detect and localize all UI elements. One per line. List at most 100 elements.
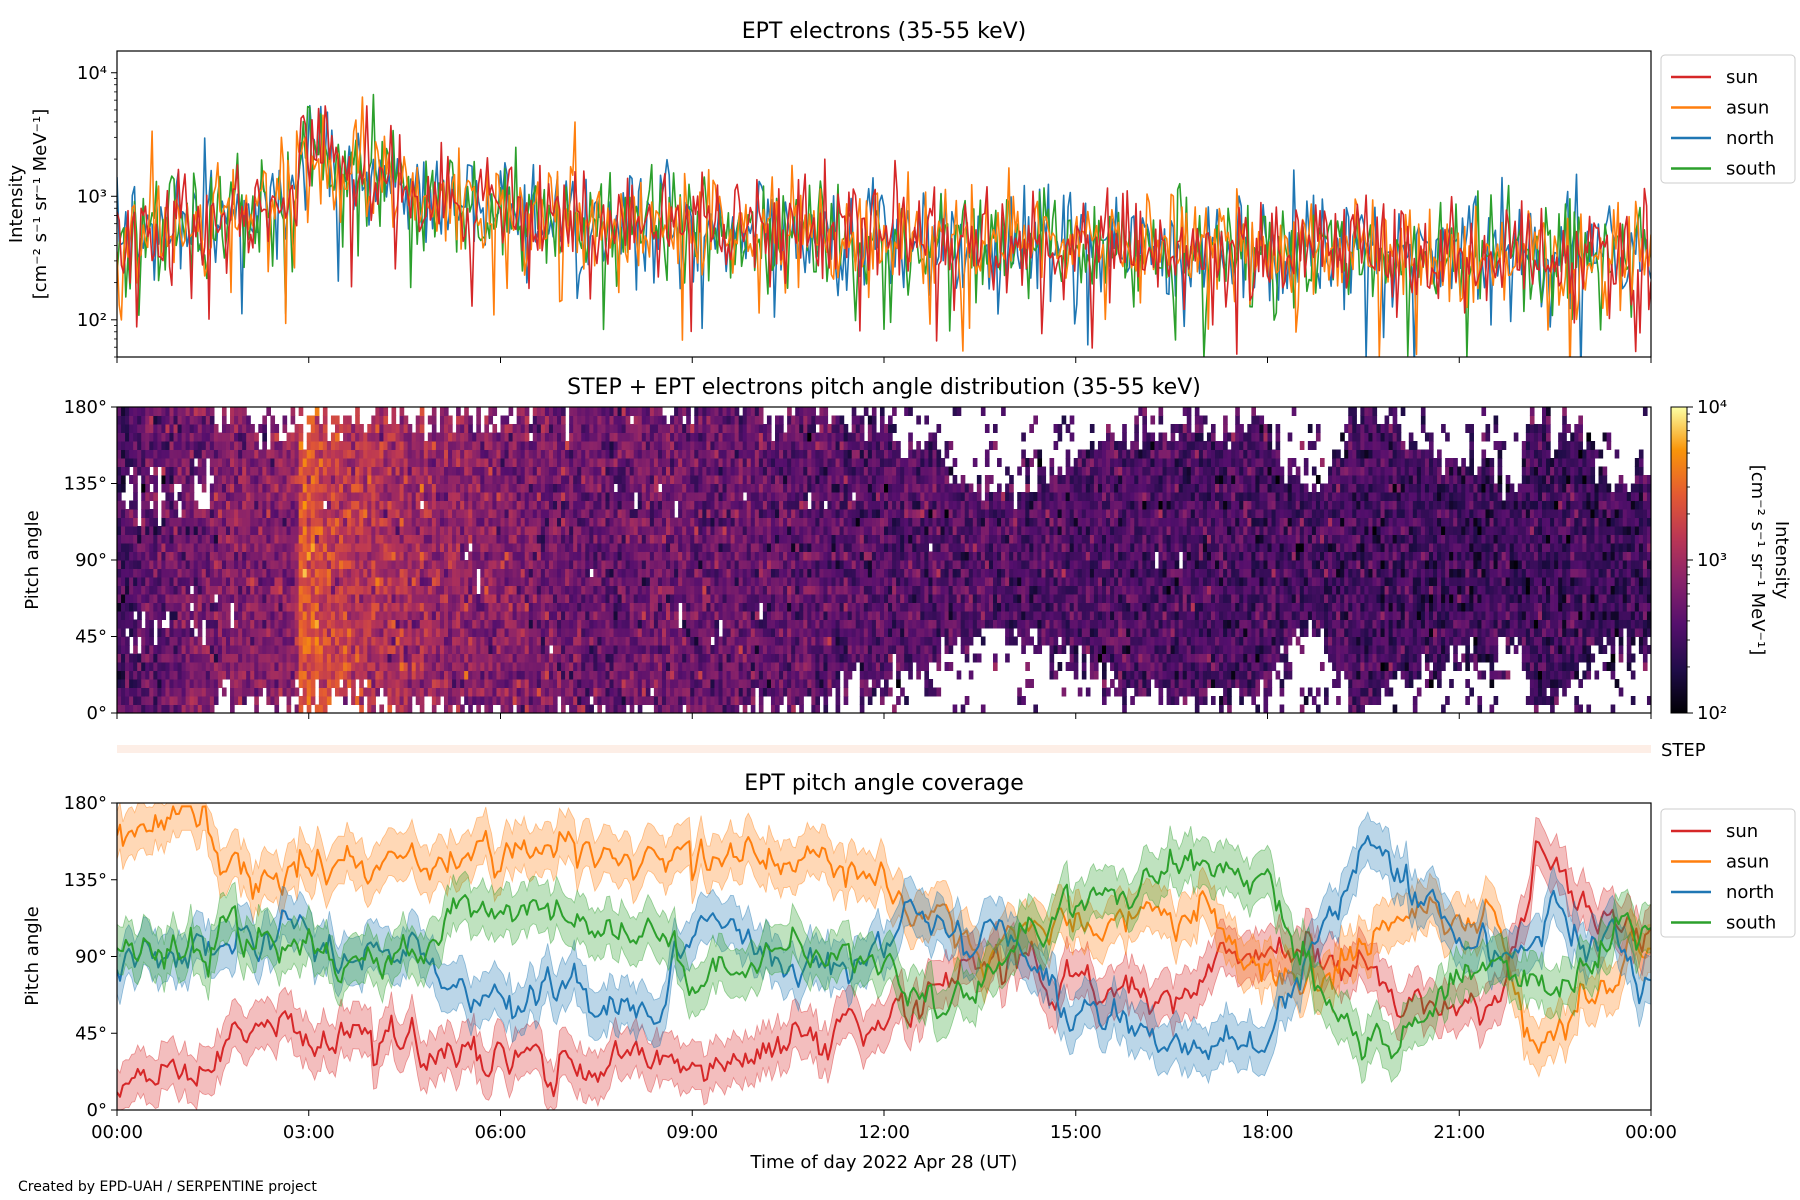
heatmap-cell bbox=[282, 662, 288, 671]
heatmap-cell bbox=[334, 492, 340, 501]
heatmap-cell bbox=[661, 602, 667, 612]
heatmap-cell bbox=[460, 594, 465, 603]
heatmap-cell bbox=[141, 526, 146, 535]
heatmap-cell bbox=[448, 704, 453, 713]
heatmap-cell bbox=[254, 577, 259, 586]
heatmap-cell bbox=[209, 534, 215, 544]
heatmap-cell bbox=[161, 662, 167, 671]
heatmap-cell bbox=[322, 636, 328, 646]
heatmap-cell bbox=[407, 611, 413, 620]
heatmap-cell bbox=[375, 509, 380, 518]
heatmap-cell bbox=[625, 424, 631, 433]
heatmap-cell bbox=[544, 670, 550, 680]
heatmap-cell bbox=[193, 466, 199, 476]
heatmap-cell bbox=[274, 424, 280, 433]
heatmap-cell bbox=[383, 543, 389, 552]
heatmap-cell bbox=[213, 611, 219, 620]
heatmap-cell bbox=[157, 611, 163, 620]
heatmap-cell bbox=[125, 679, 130, 688]
heatmap-cell bbox=[435, 492, 441, 501]
heatmap-cell bbox=[209, 611, 215, 620]
heatmap-cell bbox=[678, 543, 683, 552]
heatmap-cell bbox=[266, 670, 271, 680]
heatmap-cell bbox=[278, 441, 284, 450]
heatmap-cell bbox=[334, 551, 340, 561]
heatmap-cell bbox=[225, 500, 231, 510]
heatmap-cell bbox=[427, 645, 433, 654]
heatmap-cell bbox=[318, 517, 324, 527]
heatmap-cell bbox=[565, 696, 570, 705]
heatmap-cell bbox=[649, 551, 655, 561]
heatmap-cell bbox=[653, 687, 659, 697]
heatmap-cell bbox=[512, 670, 518, 680]
heatmap-cell bbox=[419, 611, 425, 620]
heatmap-cell bbox=[548, 628, 554, 637]
heatmap-cell bbox=[540, 551, 546, 561]
heatmap-cell bbox=[653, 619, 659, 629]
heatmap-cell bbox=[641, 636, 647, 646]
heatmap-cell bbox=[649, 568, 655, 578]
heatmap-cell bbox=[359, 679, 364, 688]
heatmap-cell bbox=[407, 432, 413, 442]
heatmap-cell bbox=[593, 500, 598, 510]
heatmap-cell bbox=[629, 679, 635, 688]
heatmap-cell bbox=[379, 424, 385, 433]
heatmap-cell bbox=[625, 517, 631, 527]
heatmap-cell bbox=[298, 679, 304, 688]
heatmap-cell bbox=[557, 492, 562, 501]
heatmap-cell bbox=[197, 458, 203, 467]
heatmap-cell bbox=[213, 458, 219, 467]
heatmap-cell bbox=[213, 483, 219, 493]
heatmap-cell bbox=[605, 645, 611, 654]
heatmap-cell bbox=[262, 458, 267, 467]
heatmap-cell bbox=[508, 568, 514, 578]
heatmap-cell bbox=[464, 517, 469, 527]
heatmap-cell bbox=[520, 551, 526, 561]
heatmap-cell bbox=[496, 475, 502, 484]
heatmap-cell bbox=[480, 458, 485, 467]
heatmap-cell bbox=[585, 441, 590, 450]
heatmap-cell bbox=[508, 645, 514, 654]
heatmap-cell bbox=[234, 534, 239, 544]
heatmap-cell bbox=[569, 670, 574, 680]
heatmap-cell bbox=[310, 602, 316, 612]
heatmap-cell bbox=[520, 407, 526, 416]
heatmap-cell bbox=[520, 509, 526, 518]
heatmap-cell bbox=[694, 594, 699, 603]
heatmap-cell bbox=[185, 475, 191, 484]
heatmap-cell bbox=[468, 568, 473, 578]
heatmap-cell bbox=[351, 662, 356, 671]
heatmap-cell bbox=[286, 636, 292, 646]
heatmap-cell bbox=[347, 543, 352, 552]
heatmap-cell bbox=[310, 551, 316, 561]
heatmap-cell bbox=[258, 500, 263, 510]
heatmap-cell bbox=[589, 679, 594, 688]
heatmap-cell bbox=[117, 602, 122, 612]
heatmap-cell bbox=[165, 594, 171, 603]
heatmap-cell bbox=[443, 594, 449, 603]
heatmap-cell bbox=[367, 509, 372, 518]
heatmap-cell bbox=[326, 517, 332, 527]
heatmap-cell bbox=[197, 577, 203, 586]
heatmap-cell bbox=[666, 551, 671, 561]
heatmap-cell bbox=[343, 670, 348, 680]
heatmap-cell bbox=[379, 407, 385, 416]
heatmap-cell bbox=[189, 526, 195, 535]
heatmap-cell bbox=[322, 517, 328, 527]
heatmap-cell bbox=[694, 696, 699, 705]
heatmap-cell bbox=[330, 534, 336, 544]
heatmap-cell bbox=[133, 602, 138, 612]
heatmap-cell bbox=[621, 619, 627, 629]
heatmap-cell bbox=[403, 534, 409, 544]
heatmap-cell bbox=[314, 619, 320, 629]
heatmap-cell bbox=[645, 594, 651, 603]
heatmap-cell bbox=[209, 670, 215, 680]
heatmap-cell bbox=[181, 611, 187, 620]
heatmap-cell bbox=[238, 475, 243, 484]
heatmap-cell bbox=[234, 636, 239, 646]
heatmap-cell bbox=[476, 653, 481, 663]
heatmap-cell bbox=[427, 551, 433, 561]
heatmap-cell bbox=[496, 602, 502, 612]
heatmap-cell bbox=[569, 449, 574, 459]
heatmap-cell bbox=[411, 619, 417, 629]
